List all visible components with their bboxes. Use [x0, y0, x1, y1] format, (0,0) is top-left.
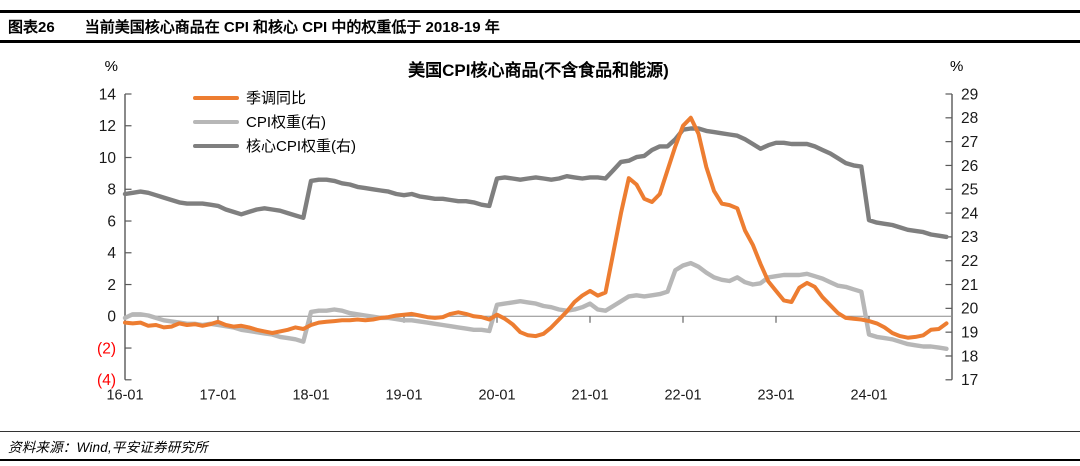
svg-text:21: 21 — [961, 277, 978, 294]
svg-text:17-01: 17-01 — [199, 388, 236, 404]
legend-item-cpi-weight: CPI权重(右) — [193, 110, 356, 134]
svg-text:12: 12 — [99, 118, 116, 135]
svg-text:17: 17 — [961, 372, 978, 389]
bottom-rule — [0, 459, 1080, 461]
svg-text:16-01: 16-01 — [106, 388, 143, 404]
svg-text:23-01: 23-01 — [757, 388, 794, 404]
svg-text:6: 6 — [107, 213, 116, 230]
legend-label-cpi-weight: CPI权重(右) — [246, 113, 326, 131]
footer-top-rule — [0, 431, 1080, 432]
legend-item-sa-yoy: 季调同比 — [193, 86, 356, 110]
svg-text:(4): (4) — [97, 372, 116, 389]
svg-text:24-01: 24-01 — [850, 388, 887, 404]
figure-header: 图表26 当前美国核心商品在 CPI 和核心 CPI 中的权重低于 2018-19… — [8, 16, 500, 38]
svg-text:26: 26 — [961, 158, 978, 175]
svg-text:20: 20 — [961, 301, 979, 318]
figure-number: 图表26 — [8, 19, 55, 36]
svg-text:4: 4 — [107, 245, 116, 262]
svg-text:18-01: 18-01 — [292, 388, 329, 404]
figure-header-title: 当前美国核心商品在 CPI 和核心 CPI 中的权重低于 2018-19 年 — [84, 19, 500, 36]
svg-text:22-01: 22-01 — [664, 388, 701, 404]
svg-text:22: 22 — [961, 253, 978, 270]
svg-text:19-01: 19-01 — [385, 388, 422, 404]
svg-text:24: 24 — [961, 205, 979, 222]
svg-text:2: 2 — [107, 277, 116, 294]
svg-text:28: 28 — [961, 110, 978, 127]
svg-text:20-01: 20-01 — [478, 388, 515, 404]
svg-text:(2): (2) — [97, 340, 116, 357]
svg-text:10: 10 — [99, 150, 117, 167]
legend-swatch-light-gray-line — [193, 119, 239, 125]
svg-text:25: 25 — [961, 182, 978, 199]
legend-label-sa-yoy: 季调同比 — [246, 89, 307, 107]
header-bottom-rule — [0, 40, 1080, 43]
top-rule — [0, 10, 1080, 13]
chart-title: 美国CPI核心商品(不含食品和能源) — [408, 61, 669, 80]
svg-text:29: 29 — [961, 86, 978, 103]
svg-text:21-01: 21-01 — [571, 388, 608, 404]
source-note: 资料来源：Wind,平安证券研究所 — [8, 440, 208, 455]
legend-swatch-orange-line — [193, 95, 239, 101]
legend-label-core-cpi-weight: 核心CPI权重(右) — [246, 137, 356, 155]
svg-text:19: 19 — [961, 324, 978, 341]
svg-text:0: 0 — [107, 309, 116, 326]
left-axis-unit: % — [104, 58, 118, 75]
right-axis-unit: % — [950, 58, 964, 75]
svg-text:27: 27 — [961, 134, 978, 151]
svg-text:8: 8 — [107, 182, 116, 199]
legend-swatch-dark-gray-line — [193, 143, 239, 149]
chart-legend: 季调同比 CPI权重(右) 核心CPI权重(右) — [193, 86, 356, 158]
svg-text:14: 14 — [99, 86, 117, 103]
svg-text:23: 23 — [961, 229, 978, 246]
svg-text:18: 18 — [961, 348, 978, 365]
legend-item-core-cpi-weight: 核心CPI权重(右) — [193, 134, 356, 158]
